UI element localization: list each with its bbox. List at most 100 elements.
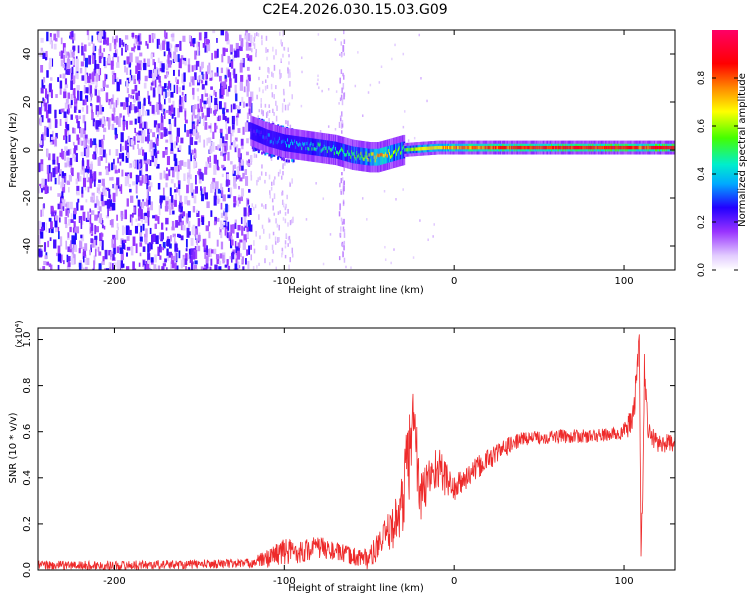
heatmap-cell xyxy=(640,145,643,150)
heatmap-cell xyxy=(245,176,249,186)
heatmap-cell xyxy=(399,145,402,150)
heatmap-cell xyxy=(211,181,215,190)
heatmap-cell xyxy=(213,182,216,193)
heatmap-cell xyxy=(344,152,347,157)
heatmap-cell xyxy=(134,118,137,125)
heatmap-cell xyxy=(262,89,264,94)
heatmap-cell xyxy=(121,152,125,162)
heatmap-cell xyxy=(152,33,156,39)
heatmap-cell xyxy=(343,74,345,80)
heatmap-cell xyxy=(211,142,215,152)
heatmap-cell xyxy=(286,134,289,152)
heatmap-cell xyxy=(256,94,258,100)
heatmap-cell xyxy=(57,203,61,210)
x-tick-label: 0 xyxy=(451,276,457,287)
heatmap-cell xyxy=(115,35,118,43)
heatmap-cell xyxy=(146,210,150,218)
heatmap-cell xyxy=(168,80,171,89)
heatmap-cell xyxy=(178,180,181,190)
heatmap-cell xyxy=(114,79,117,83)
heatmap-cell xyxy=(338,211,341,217)
heatmap-cell xyxy=(214,264,218,270)
heatmap-cell xyxy=(549,145,552,150)
heatmap-cell xyxy=(83,44,87,52)
heatmap-cell xyxy=(140,165,143,170)
heatmap-cell xyxy=(59,169,62,175)
heatmap-cell xyxy=(272,46,274,52)
heatmap-cell xyxy=(168,107,172,115)
heatmap-cell xyxy=(143,152,147,161)
heatmap-cell xyxy=(187,221,191,228)
heatmap-cell xyxy=(52,207,54,211)
heatmap-cell xyxy=(183,72,186,82)
heatmap-cell xyxy=(247,74,251,81)
heatmap-cell xyxy=(289,124,292,131)
heatmap-cell xyxy=(143,62,147,71)
heatmap-cell xyxy=(366,155,369,159)
heatmap-cell xyxy=(43,76,46,83)
heatmap-cell xyxy=(401,142,404,159)
heatmap-cell xyxy=(340,41,343,46)
heatmap-cell xyxy=(263,150,266,154)
heatmap-cell xyxy=(153,264,157,270)
heatmap-cell xyxy=(280,140,283,144)
heatmap-cell xyxy=(165,139,169,143)
heatmap-cell xyxy=(75,58,79,67)
heatmap-cell xyxy=(72,45,76,51)
heatmap-cell xyxy=(179,40,182,51)
heatmap-cell xyxy=(390,261,392,265)
heatmap-cell xyxy=(209,77,213,81)
heatmap-cell xyxy=(370,152,373,156)
heatmap-cell xyxy=(116,116,119,125)
heatmap-cell xyxy=(238,243,240,253)
heatmap-cell xyxy=(591,145,594,150)
heatmap-cell xyxy=(101,52,104,58)
heatmap-cell xyxy=(625,145,628,150)
heatmap-cell xyxy=(51,211,55,217)
heatmap-cell xyxy=(244,33,247,40)
heatmap-cell xyxy=(82,211,86,221)
heatmap-cell xyxy=(135,185,138,194)
heatmap-cell xyxy=(84,67,87,75)
heatmap-cell xyxy=(457,145,460,150)
heatmap-cell xyxy=(290,141,293,146)
heatmap-cell xyxy=(412,256,415,259)
heatmap-cell xyxy=(284,211,287,216)
heatmap-cell xyxy=(54,136,57,146)
heatmap-cell xyxy=(339,115,342,119)
heatmap-cell xyxy=(82,267,85,270)
heatmap-cell xyxy=(45,51,48,61)
heatmap-cell xyxy=(39,183,42,189)
heatmap-cell xyxy=(101,107,105,112)
heatmap-cell xyxy=(66,265,71,270)
heatmap-cell xyxy=(66,109,69,114)
heatmap-cell xyxy=(164,258,167,263)
heatmap-cell xyxy=(216,255,220,265)
heatmap-cell xyxy=(269,130,272,148)
heatmap-cell xyxy=(381,153,384,157)
heatmap-cell xyxy=(394,43,396,47)
heatmap-cell xyxy=(129,188,132,193)
heatmap-cell xyxy=(117,56,120,63)
heatmap-cell xyxy=(173,54,178,62)
heatmap-cell xyxy=(638,145,641,150)
heatmap-cell xyxy=(476,145,479,150)
heatmap-cell xyxy=(71,247,74,256)
heatmap-cell xyxy=(440,145,443,150)
heatmap-cell xyxy=(359,156,362,160)
heatmap-cell xyxy=(241,256,245,264)
heatmap-cell xyxy=(574,145,577,150)
heatmap-cell xyxy=(258,214,260,220)
heatmap-cell xyxy=(94,45,97,52)
heatmap-cell xyxy=(315,138,318,156)
heatmap-cell xyxy=(286,194,288,200)
heatmap-cell xyxy=(341,221,344,225)
heatmap-cell xyxy=(67,256,71,262)
heatmap-cell xyxy=(99,104,103,115)
heatmap-cell xyxy=(480,145,483,150)
heatmap-cell xyxy=(156,123,159,131)
heatmap-cell xyxy=(64,102,68,109)
heatmap-cell xyxy=(206,245,208,253)
heatmap-cell xyxy=(278,136,281,141)
heatmap-cell xyxy=(389,155,392,159)
